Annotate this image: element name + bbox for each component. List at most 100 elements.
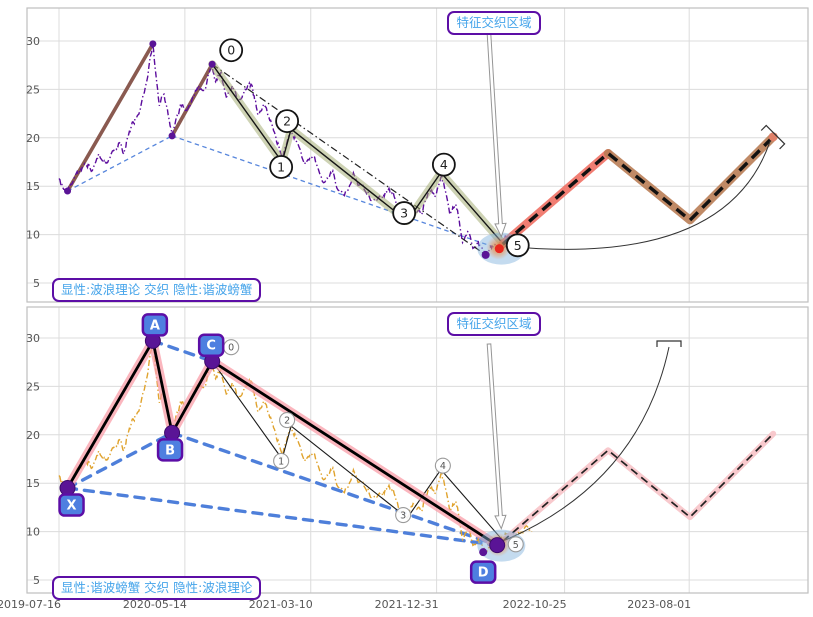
wave-number-4: 4: [440, 157, 448, 172]
wave-circle-5: [507, 536, 524, 553]
y-tick-label: 20: [26, 429, 40, 442]
feature-zone-label-top: 特征交织区域: [447, 11, 541, 35]
crab-label-box-B: [156, 438, 184, 462]
wave-number-4: 4: [440, 461, 446, 472]
x-tick-label: 2021-03-10: [249, 598, 313, 611]
forecast-glow-leg23: [603, 132, 778, 225]
zone-pointer-arrow: [486, 33, 507, 238]
wave-number-3: 3: [400, 511, 406, 522]
x-tick-label: 2022-10-25: [503, 598, 567, 611]
y-tick-label: 25: [26, 83, 40, 96]
pivot-dot-A: [149, 40, 157, 48]
x-axis-labels: 2019-07-16 2020-05-14 2021-03-10 2021-12-31…: [0, 598, 691, 611]
crab-polyline-glow: [63, 336, 502, 550]
y-tick-label: 5: [33, 574, 40, 587]
panel-spine: [26, 7, 809, 303]
crab-label-text-A: A: [150, 318, 160, 333]
pivot-dot-D: [489, 537, 506, 554]
wave-circle-4: [434, 457, 451, 474]
wave-circle-2: [275, 109, 300, 133]
wave-number-1: 1: [277, 160, 285, 175]
top-price-series: [58, 45, 515, 255]
forecast-glow: [499, 430, 777, 545]
crab-label-box-A: [141, 313, 169, 337]
wave-circle-3: [395, 506, 412, 524]
hidden-wave-polyline: [211, 360, 504, 541]
x-tick-label: 2021-12-31: [375, 598, 439, 611]
crab-label-box-C: [197, 333, 225, 357]
forecast-end-dot: [768, 132, 778, 142]
caption-top-panel: 显性:波浪理论 交织 隐性:谐波螃蟹: [52, 278, 262, 302]
y-tick-label: 30: [26, 35, 40, 48]
caption-top-text: 显性:波浪理论 交织 隐性:谐波螃蟹: [61, 282, 253, 297]
crab-label-box-D: [469, 560, 497, 584]
wave-number-5: 5: [513, 540, 519, 551]
pivot-dot-X: [64, 187, 72, 195]
crab-label-text-C: C: [206, 339, 216, 354]
wave-number-3: 3: [400, 206, 408, 221]
y-tick-label: 15: [26, 477, 40, 490]
convergence-red-dot: [494, 244, 504, 254]
crab-label-text-B: B: [165, 443, 175, 458]
wave-circle-4: [431, 152, 456, 177]
wave-circle-5: [505, 233, 530, 258]
y-tick-label: 10: [26, 229, 40, 242]
zone-pointer-arrow: [486, 343, 507, 530]
projection-arc: [505, 140, 771, 250]
y-tick-label: 5: [33, 277, 40, 290]
panel-spine: [26, 306, 809, 594]
wave-number-0: 0: [227, 43, 235, 58]
wave-circle-1: [269, 155, 294, 179]
crab-support-line-AC: [151, 339, 214, 363]
crab-support-line-BD: [170, 431, 499, 547]
y-tick-label: 20: [26, 132, 40, 145]
crab-label-text-D: D: [478, 566, 489, 581]
x-tick-label: 2019-07-16: [0, 598, 61, 611]
bottom-price-series: [58, 342, 533, 552]
caption-bottom-panel: 显性:谐波螃蟹 交织 隐性:波浪理论: [52, 576, 262, 600]
wave-number-2: 2: [284, 416, 290, 427]
pivot-dot-C: [208, 60, 216, 68]
y-tick-label: 15: [26, 180, 40, 193]
feature-zone-text-top: 特征交织区域: [456, 15, 532, 30]
forecast-dashed-line: [501, 135, 775, 246]
crab-support-line-XB: [65, 431, 174, 490]
x-tick-label: 2020-05-14: [123, 598, 187, 611]
y-tick-label: 25: [26, 380, 40, 393]
forecast-dashed-line: [502, 433, 774, 542]
wave-number-1: 1: [278, 457, 284, 468]
y-tick-label: 30: [26, 332, 40, 345]
crab-label-box-X: [58, 493, 85, 517]
price-end-dot: [481, 250, 490, 259]
hidden-support-line-XB: [67, 135, 173, 192]
wave-circle-1: [273, 452, 290, 470]
caption-bottom-text: 显性:谐波螃蟹 交织 隐性:波浪理论: [61, 580, 253, 595]
feature-zone-label-bottom: 特征交织区域: [447, 312, 541, 336]
top-panel: 5 10 15 20 25 30 0 1 2 3 4 5: [26, 7, 809, 303]
feature-zone-text-bottom: 特征交织区域: [456, 316, 532, 331]
wave-0-to-D-trendline: [211, 63, 487, 256]
wave-polyline: [211, 63, 504, 244]
wave-number-2: 2: [283, 114, 291, 129]
wave-circle-2: [279, 412, 296, 429]
crab-support-line-XD: [65, 486, 499, 547]
bottom-panel: 5 10 15 20 25 30 0 1 2 3 4 5 X A B C D: [26, 306, 809, 594]
hidden-harmonic-line-XA: [65, 42, 155, 193]
wave-number-0: 0: [228, 343, 234, 354]
bracket-marker: [656, 340, 682, 347]
x-tick-label: 2023-08-01: [627, 598, 691, 611]
projection-arc: [504, 346, 670, 541]
wave-circle-3: [392, 201, 417, 225]
bracket-marker: [760, 124, 786, 150]
pivot-dot-D-minor: [479, 548, 488, 557]
pivot-dot-B: [168, 132, 176, 140]
y-tick-label: 10: [26, 526, 40, 539]
wave-circle-0: [219, 38, 244, 63]
wave-number-5: 5: [514, 238, 522, 253]
wave-polyline-glow: [208, 60, 507, 248]
crab-label-text-X: X: [67, 499, 77, 514]
hidden-support-line-BD: [171, 135, 498, 249]
